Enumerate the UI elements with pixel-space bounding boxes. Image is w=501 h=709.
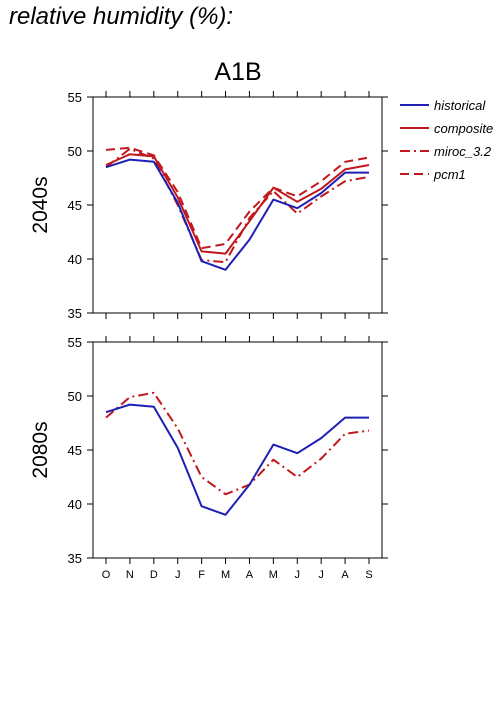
- series-line-composite: [105, 153, 370, 255]
- legend-item: historical: [400, 98, 486, 113]
- y-tick-label: 45: [68, 443, 82, 458]
- x-tick-label: F: [198, 569, 205, 581]
- legend: historical composite miroc_3.2 pcm1: [400, 98, 493, 182]
- chart-panels: 35 40 45 50 55 2040s 35 40 45 50 55 O N D J F M A M J J A S 208…: [29, 90, 388, 581]
- plot-frame: [92, 96, 383, 314]
- x-tick-label: N: [126, 569, 134, 581]
- series-line-pcm1: [105, 146, 370, 250]
- series-line-historical: [105, 403, 369, 516]
- y-tick-label: 35: [68, 306, 82, 321]
- legend-item: miroc_3.2: [400, 144, 492, 159]
- y-tick-label: 35: [68, 551, 82, 566]
- legend-item: pcm1: [400, 167, 466, 182]
- x-tick-label: A: [246, 569, 254, 581]
- legend-item: composite: [400, 121, 493, 136]
- x-tick-label: J: [295, 569, 301, 581]
- legend-label: pcm1: [433, 167, 466, 182]
- y-tick-label: 50: [68, 389, 82, 404]
- panel-2040s: 35 40 45 50 55 2040s: [29, 90, 388, 321]
- y-tick-label: 55: [68, 335, 82, 350]
- panel-2080s: 35 40 45 50 55 O N D J F M A M J J A S 2080s: [29, 335, 388, 581]
- plot-frame: [92, 341, 383, 559]
- x-tick-label: M: [269, 569, 278, 581]
- panel-label: 2080s: [29, 421, 52, 478]
- x-tick-label: O: [102, 569, 111, 581]
- series-line-miroc-3-2: [105, 147, 370, 264]
- x-tick-label: D: [150, 569, 158, 581]
- y-tick-label: 40: [68, 497, 82, 512]
- x-tick-label: M: [221, 569, 230, 581]
- legend-label: historical: [434, 98, 486, 113]
- series-line-miroc-3-2: [105, 391, 370, 496]
- y-tick-label: 55: [68, 90, 82, 105]
- y-tick-label: 50: [68, 144, 82, 159]
- y-tick-label: 40: [68, 252, 82, 267]
- x-tick-label: S: [365, 569, 372, 581]
- legend-label: miroc_3.2: [434, 144, 492, 159]
- x-tick-label: J: [175, 569, 181, 581]
- x-tick-label: A: [341, 569, 349, 581]
- x-tick-label: J: [318, 569, 324, 581]
- page-title: relative humidity (%):: [9, 3, 234, 30]
- series-line-historical: [105, 158, 369, 271]
- scenario-title: A1B: [214, 58, 261, 86]
- y-tick-label: 45: [68, 198, 82, 213]
- legend-label: composite: [434, 121, 493, 136]
- panel-label: 2040s: [29, 176, 52, 233]
